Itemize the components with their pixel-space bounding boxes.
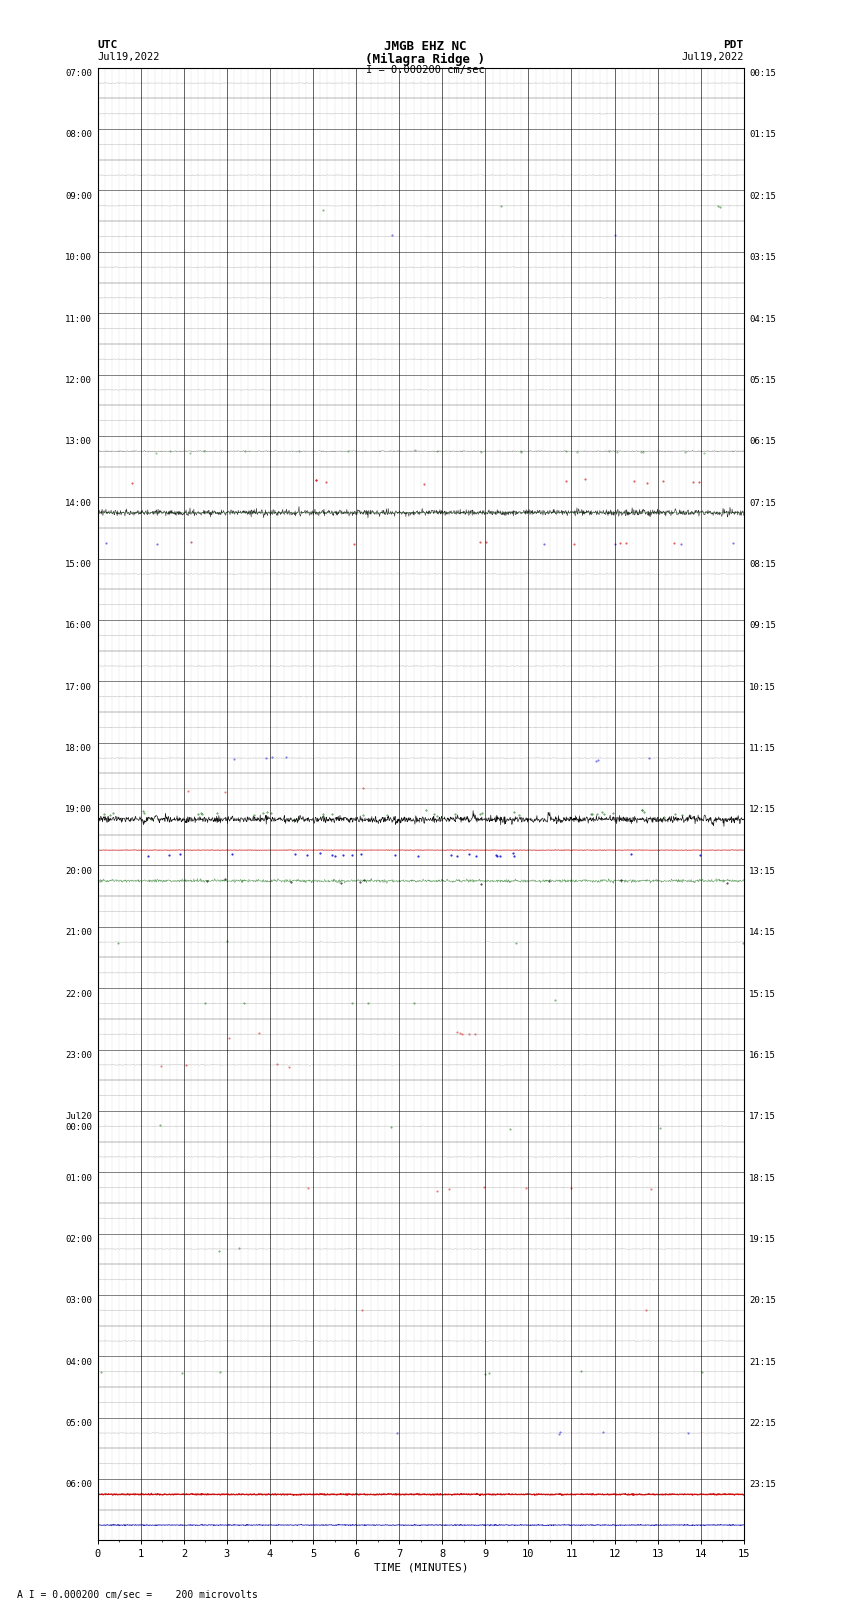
Text: 18:15: 18:15: [750, 1174, 776, 1182]
Text: 21:15: 21:15: [750, 1358, 776, 1366]
Text: 08:00: 08:00: [65, 131, 92, 139]
Text: JMGB EHZ NC: JMGB EHZ NC: [383, 40, 467, 53]
Text: 02:00: 02:00: [65, 1236, 92, 1244]
Text: 13:15: 13:15: [750, 866, 776, 876]
Text: 22:15: 22:15: [750, 1419, 776, 1428]
Text: 18:00: 18:00: [65, 744, 92, 753]
Text: 08:15: 08:15: [750, 560, 776, 569]
Text: 02:15: 02:15: [750, 192, 776, 202]
Text: UTC: UTC: [98, 40, 118, 50]
Text: 01:15: 01:15: [750, 131, 776, 139]
Text: 12:15: 12:15: [750, 805, 776, 815]
Text: 12:00: 12:00: [65, 376, 92, 386]
Text: 17:00: 17:00: [65, 682, 92, 692]
Text: 06:00: 06:00: [65, 1481, 92, 1489]
Text: (Milagra Ridge ): (Milagra Ridge ): [365, 53, 485, 66]
Text: 03:00: 03:00: [65, 1297, 92, 1305]
Text: 10:15: 10:15: [750, 682, 776, 692]
X-axis label: TIME (MINUTES): TIME (MINUTES): [373, 1563, 468, 1573]
Text: 13:00: 13:00: [65, 437, 92, 447]
Text: Jul20
00:00: Jul20 00:00: [65, 1113, 92, 1132]
Text: 09:15: 09:15: [750, 621, 776, 631]
Text: 23:00: 23:00: [65, 1052, 92, 1060]
Text: 05:15: 05:15: [750, 376, 776, 386]
Text: Jul19,2022: Jul19,2022: [98, 52, 161, 61]
Text: 03:15: 03:15: [750, 253, 776, 263]
Text: Jul19,2022: Jul19,2022: [681, 52, 744, 61]
Text: 20:00: 20:00: [65, 866, 92, 876]
Text: 14:00: 14:00: [65, 498, 92, 508]
Text: 15:00: 15:00: [65, 560, 92, 569]
Text: 20:15: 20:15: [750, 1297, 776, 1305]
Text: 14:15: 14:15: [750, 927, 776, 937]
Text: 19:15: 19:15: [750, 1236, 776, 1244]
Text: 11:00: 11:00: [65, 315, 92, 324]
Text: 07:00: 07:00: [65, 69, 92, 77]
Text: 09:00: 09:00: [65, 192, 92, 202]
Text: 01:00: 01:00: [65, 1174, 92, 1182]
Text: 07:15: 07:15: [750, 498, 776, 508]
Text: 00:15: 00:15: [750, 69, 776, 77]
Text: I = 0.000200 cm/sec: I = 0.000200 cm/sec: [366, 65, 484, 74]
Text: 04:00: 04:00: [65, 1358, 92, 1366]
Text: 21:00: 21:00: [65, 927, 92, 937]
Text: 04:15: 04:15: [750, 315, 776, 324]
Text: 23:15: 23:15: [750, 1481, 776, 1489]
Text: 16:15: 16:15: [750, 1052, 776, 1060]
Text: 15:15: 15:15: [750, 989, 776, 998]
Text: PDT: PDT: [723, 40, 744, 50]
Text: 11:15: 11:15: [750, 744, 776, 753]
Text: 10:00: 10:00: [65, 253, 92, 263]
Text: 05:00: 05:00: [65, 1419, 92, 1428]
Text: 16:00: 16:00: [65, 621, 92, 631]
Text: 06:15: 06:15: [750, 437, 776, 447]
Text: A I = 0.000200 cm/sec =    200 microvolts: A I = 0.000200 cm/sec = 200 microvolts: [17, 1590, 258, 1600]
Text: 22:00: 22:00: [65, 989, 92, 998]
Text: 19:00: 19:00: [65, 805, 92, 815]
Text: 17:15: 17:15: [750, 1113, 776, 1121]
